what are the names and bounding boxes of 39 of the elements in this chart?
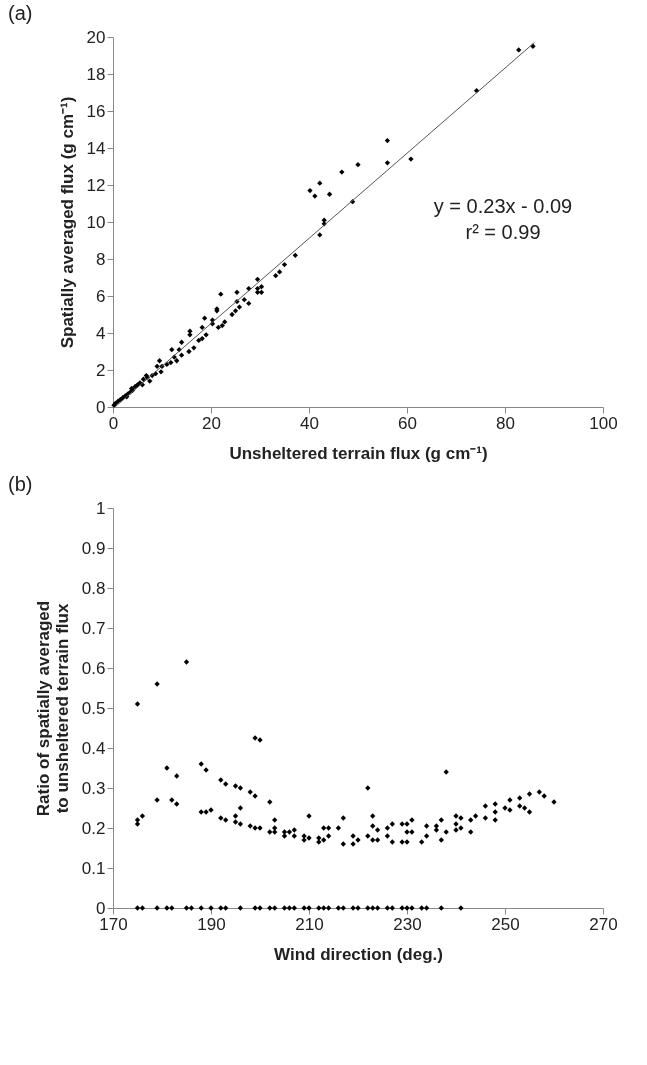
x-tick-label: 80 <box>496 413 515 433</box>
y-tick-label: 0.5 <box>81 698 106 718</box>
y-tick-label: 16 <box>86 101 106 121</box>
x-axis-title: Wind direction (deg.) <box>274 944 443 964</box>
y-tick-label: 18 <box>86 64 106 84</box>
y-axis-title: Ratio of spatially averaged to unsheltered terrain flux <box>33 600 72 817</box>
y-tick-label: 1 <box>96 498 106 518</box>
x-tick-label: 60 <box>398 413 417 433</box>
y-tick-label: 4 <box>96 323 106 343</box>
annotation: r² = 0.99 <box>465 221 541 244</box>
y-tick-label: 14 <box>86 138 106 158</box>
y-tick-label: 0.8 <box>81 578 106 598</box>
y-tick-label: 0.6 <box>81 658 106 678</box>
y-tick-label: 2 <box>96 360 106 380</box>
x-tick-label: 210 <box>295 914 324 934</box>
chart-title: (b) <box>8 473 33 495</box>
x-tick-label: 100 <box>589 413 618 433</box>
annotation: y = 0.23x - 0.09 <box>433 195 573 218</box>
y-tick-label: 0.9 <box>81 538 106 558</box>
y-tick-label: 0.7 <box>81 618 106 638</box>
y-tick-label: 12 <box>86 175 106 195</box>
y-tick-label: 6 <box>96 286 106 306</box>
x-tick-label: 250 <box>491 914 520 934</box>
y-tick-label: 0.1 <box>81 858 106 878</box>
chart-title: (a) <box>8 2 33 24</box>
y-tick-label: 20 <box>86 27 106 47</box>
y-tick-label: 0.4 <box>81 738 106 758</box>
x-axis-title: Unsheltered terrain flux (g cm⁻¹) <box>229 443 488 463</box>
x-tick-label: 40 <box>300 413 319 433</box>
x-tick-label: 20 <box>202 413 221 433</box>
x-tick-label: 190 <box>197 914 226 934</box>
x-tick-label: 270 <box>589 914 618 934</box>
y-axis-title: Spatially averaged flux (g cm⁻¹) <box>57 96 77 349</box>
y-tick-label: 10 <box>86 212 106 232</box>
y-tick-label: 0.2 <box>81 818 106 838</box>
y-tick-label: 0.3 <box>81 778 106 798</box>
y-tick-label: 0 <box>96 397 106 417</box>
x-tick-label: 230 <box>393 914 422 934</box>
y-tick-label: 8 <box>96 249 106 269</box>
